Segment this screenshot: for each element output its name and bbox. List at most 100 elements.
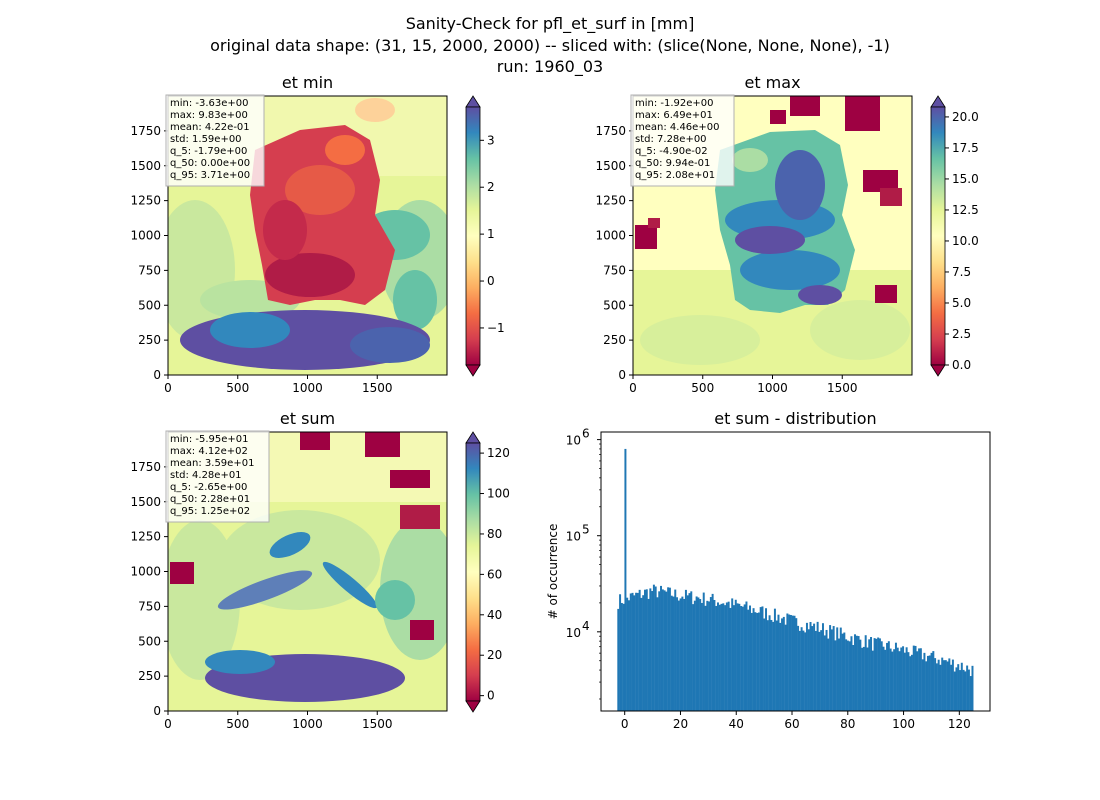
histogram-bar [926,655,929,711]
colorbar-tick-label: 20.0 [952,110,979,124]
histogram-bar [816,621,819,711]
histogram-bar [953,671,956,711]
y-tick-label: 1000 [130,565,161,579]
panel-title: et sum - distribution [714,409,876,428]
histogram-bar [894,642,897,711]
x-axis: 0 500 1000 1500 [164,375,393,395]
histogram-bar [770,619,773,711]
histogram-bar [652,584,655,711]
colorbar-tick-label: 17.5 [952,141,979,155]
histogram-bar [736,603,739,711]
histogram-bar [789,615,792,711]
stat-line: std: 7.28e+00 [635,134,707,145]
histogram-bar [832,626,835,711]
histogram-bar [738,603,741,711]
x-tick-label: 500 [226,717,249,731]
histogram-bar [718,604,721,711]
colorbar-tick-label: 0.0 [952,358,971,372]
panel-title: et min [282,73,333,92]
histogram-bar [749,605,751,711]
x-tick-label: 20 [673,717,688,731]
stat-line: min: -3.63e+00 [170,98,249,109]
colorbar-gradient [930,106,946,366]
histogram-bar [928,655,931,711]
histogram-bar [971,665,974,711]
stat-line: min: -1.92e+00 [635,98,714,109]
x-tick-label: 1000 [292,717,323,731]
y-tick-label: 1750 [130,124,161,138]
histogram-bar [676,597,679,711]
histogram-bar [729,607,732,711]
histogram-bar [631,592,634,711]
histogram-bar [921,659,924,711]
axes-frame [600,431,991,712]
y-axis: 0 250 500 750 1000 1250 1500 1750 [130,124,168,382]
histogram-bar [878,638,881,711]
histogram-bar [786,613,789,711]
histogram-bar [919,648,922,711]
y-tick-label: 250 [138,333,161,347]
histogram-bar [647,598,650,711]
colorbar-tick-label: 40 [487,608,502,622]
histogram-bar [645,589,648,711]
histogram-bar [734,599,737,711]
histogram-bar [841,633,844,711]
histogram-bar [821,623,824,711]
x-tick-label: 0 [164,381,172,395]
histogram-bar [896,647,899,711]
histogram-bar [765,608,768,711]
histogram-bar [807,629,810,711]
colorbar-extend-min [465,364,481,377]
x-tick-label: 500 [226,381,249,395]
histogram-bar [950,664,953,711]
colorbar-extend-min [930,364,946,377]
colorbar-gradient [465,106,481,366]
histogram-bar [884,649,887,711]
histogram-bar [663,590,666,711]
histogram-bar [918,648,921,711]
colorbar-tick-label: 7.5 [952,265,971,279]
x-tick-label: 1500 [362,381,393,395]
histogram-bar [766,620,769,711]
histogram-bar [670,595,673,711]
histogram-bar [909,656,912,711]
histogram-bar [818,631,821,711]
histogram-bar [855,635,858,711]
y-tick-label: 1500 [595,159,626,173]
colorbar-tick-label: 10.0 [952,234,979,248]
histogram-bar [827,638,830,711]
histogram-bar [859,639,862,711]
x-tick-label: 0 [164,717,172,731]
histogram-bar [656,597,659,711]
y-tick-label: 10 [566,434,581,448]
histogram-bar [784,624,787,711]
x-tick-label: 120 [948,717,971,731]
histogram-bar [772,621,775,711]
histogram-bar [773,608,776,711]
histogram-bar [731,598,734,711]
stat-line: q_50: 0.00e+00 [170,158,250,169]
panel-et-min: et min 0 500 1000 1500 0 250 500 750 1000 1250 15… [130,73,504,395]
colorbar-tick-label: 3 [487,133,495,147]
histogram-bar [626,597,629,711]
histogram-bar [709,597,712,711]
histogram-bar [893,649,896,711]
stat-line: mean: 4.46e+00 [635,122,719,133]
x-tick-label: 500 [691,381,714,395]
histogram-bar [871,650,874,711]
histogram-bar [941,657,944,711]
histogram-bar [690,591,693,711]
y-tick-label: 500 [603,298,626,312]
histogram-bar [754,612,757,711]
histogram-bar [702,592,705,711]
histogram-bar [651,591,654,711]
colorbar-tick-label: 2.5 [952,327,971,341]
histogram-bar [907,652,910,711]
colorbar-tick-label: 5.0 [952,296,971,310]
histogram-bar [724,605,727,711]
histogram-bar [704,605,707,711]
histogram-bar [946,661,949,711]
stat-line: q_50: 2.28e+01 [170,494,250,505]
histogram-bar [912,645,915,711]
